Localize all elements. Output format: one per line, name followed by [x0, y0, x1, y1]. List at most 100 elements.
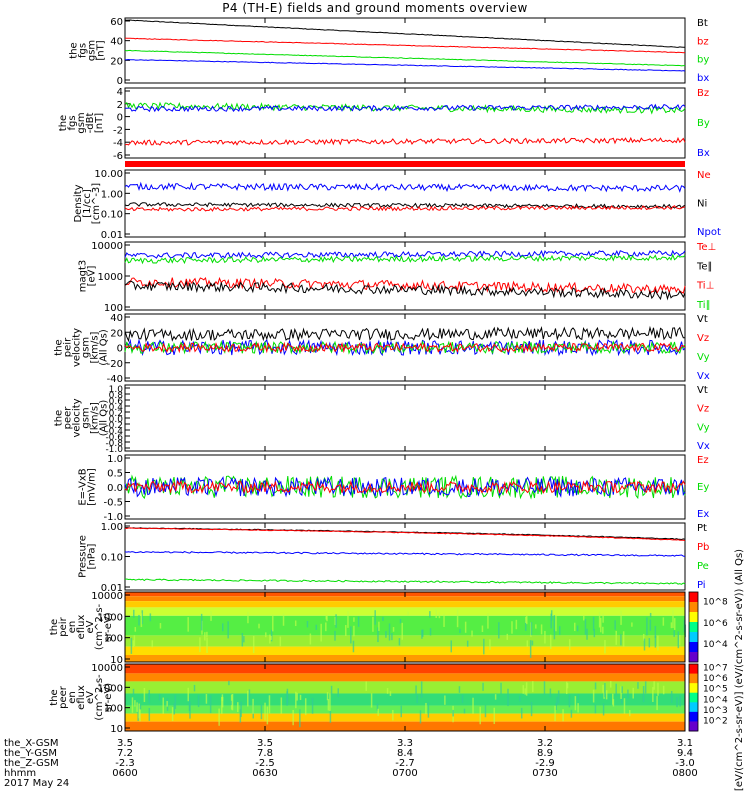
spectrogram-streak — [334, 616, 336, 626]
spectrogram-streak — [644, 681, 647, 694]
spectrogram-streak — [279, 636, 282, 647]
y-axis-label: peir — [58, 616, 69, 636]
y-tick-label: -0.4 — [105, 427, 123, 437]
spectrogram-streak — [221, 696, 223, 714]
legend-entry: By — [697, 118, 710, 129]
y-tick-label: 0.4 — [109, 403, 124, 413]
spectrogram-streak — [605, 690, 608, 700]
series-line-temperature — [124, 253, 686, 265]
spectrogram-streak — [570, 709, 573, 718]
y-axis-label: [1/cc] — [82, 189, 93, 218]
spectrogram-streak — [622, 631, 625, 647]
colorbar-segment — [689, 673, 698, 684]
y-axis-label: eflux — [76, 685, 87, 710]
x-annotation-value: 8.4 — [397, 748, 413, 759]
spectrogram-streak — [270, 629, 273, 642]
spectrogram-streak — [231, 694, 234, 711]
spectrogram-streak — [140, 613, 143, 628]
spectrogram-streak — [621, 686, 623, 694]
y-axis-label: (cm^2-s- — [94, 603, 105, 650]
y-tick-label: 10000 — [91, 591, 123, 602]
spectrogram-streak — [549, 634, 552, 649]
spectrogram-streak — [422, 629, 424, 637]
spectrogram-streak — [329, 693, 331, 711]
y-axis-label: [nPa] — [87, 543, 98, 569]
spectrogram-streak — [482, 682, 484, 691]
spectrogram-streak — [602, 626, 604, 634]
spectrogram-streak — [421, 629, 423, 639]
spectrogram-streak — [683, 619, 686, 633]
y-tick-label: -1.0 — [105, 445, 123, 455]
spectrogram-streak — [222, 623, 224, 632]
spectrogram-streak — [133, 609, 135, 618]
spectrogram-streak — [631, 622, 633, 627]
y-tick-label: 60 — [110, 17, 123, 28]
panel-frame — [124, 384, 686, 452]
y-tick-label: 10 — [110, 724, 123, 735]
spectrogram-streak — [385, 631, 387, 638]
spectrogram-band — [125, 596, 685, 602]
legend-entry: Bz — [697, 88, 709, 99]
spectrogram-streak — [388, 623, 391, 641]
spectrogram-streak — [550, 610, 553, 621]
spectrogram-streak — [558, 626, 561, 635]
spectrogram-streak — [132, 688, 135, 696]
spectrogram-streak — [134, 700, 136, 707]
y-tick-label: -6 — [113, 151, 123, 162]
x-annotation-row-label: hhmm — [4, 768, 36, 779]
panel-frame — [124, 87, 686, 159]
spectrogram-streak — [472, 697, 474, 714]
spectrogram-streak — [676, 697, 678, 708]
spectrogram-band — [125, 705, 685, 714]
series-line-efield — [124, 474, 686, 500]
legend-entry: Pt — [697, 523, 707, 534]
y-tick-label: 0 — [117, 76, 123, 87]
spectrogram-streak — [568, 694, 571, 708]
y-axis-label: velocity — [72, 398, 83, 437]
series-line-density — [124, 205, 686, 212]
colorbar-tick-label: 10^4 — [703, 640, 728, 650]
x-annotation-value: 7.2 — [117, 748, 133, 759]
y-tick-label: 1.00 — [101, 189, 123, 200]
spectrogram-streak — [392, 709, 394, 721]
spectrogram-streak — [237, 702, 239, 713]
y-axis-label: the — [58, 115, 69, 131]
spectrogram-streak — [672, 610, 674, 629]
x-annotation-row-label: the_Z-GSM — [4, 758, 59, 769]
legend-entry: Ti⊥ — [696, 281, 714, 292]
spectrogram-streak — [592, 689, 595, 703]
spectrogram-streak — [487, 613, 489, 629]
spectrogram-streak — [416, 695, 418, 704]
spectrogram-streak — [557, 690, 560, 704]
y-axis-label: (All Qs) — [99, 400, 110, 437]
x-annotation-row-label: the_X-GSM — [4, 738, 58, 749]
spectrogram-streak — [438, 612, 441, 619]
spectrogram-streak — [555, 703, 557, 710]
y-axis-label: peer — [58, 685, 69, 709]
y-axis-label: sr-eV) — [103, 612, 114, 641]
legend-entry: Vx — [697, 441, 710, 452]
spectrogram-streak — [600, 618, 602, 633]
x-annotation-value: 9.4 — [677, 748, 693, 759]
series-line-pressure — [124, 551, 686, 557]
legend-entry: Ti∥ — [696, 300, 711, 311]
spectrogram-streak — [389, 691, 392, 696]
spectrogram-streak — [139, 709, 141, 722]
spectrogram-streak — [205, 693, 208, 704]
spectrogram-streak — [524, 688, 526, 695]
spectrogram-streak — [199, 637, 201, 653]
spectrogram-streak — [174, 694, 177, 710]
spectrogram-streak — [286, 688, 289, 704]
y-axis-label: gsm — [76, 112, 87, 133]
spectrogram-streak — [315, 624, 318, 630]
spectrogram-streak — [515, 619, 518, 630]
colorbar-segment — [689, 592, 698, 603]
spectrogram-streak — [429, 628, 432, 636]
legend-entry: Vt — [697, 385, 708, 396]
spectrogram-streak — [484, 705, 487, 718]
spectrogram-streak — [576, 625, 579, 632]
colorbar-tick-label: 10^8 — [703, 598, 728, 608]
spectrogram-streak — [240, 701, 242, 717]
spectrogram-streak — [200, 613, 203, 631]
spectrogram-streak — [493, 707, 496, 725]
